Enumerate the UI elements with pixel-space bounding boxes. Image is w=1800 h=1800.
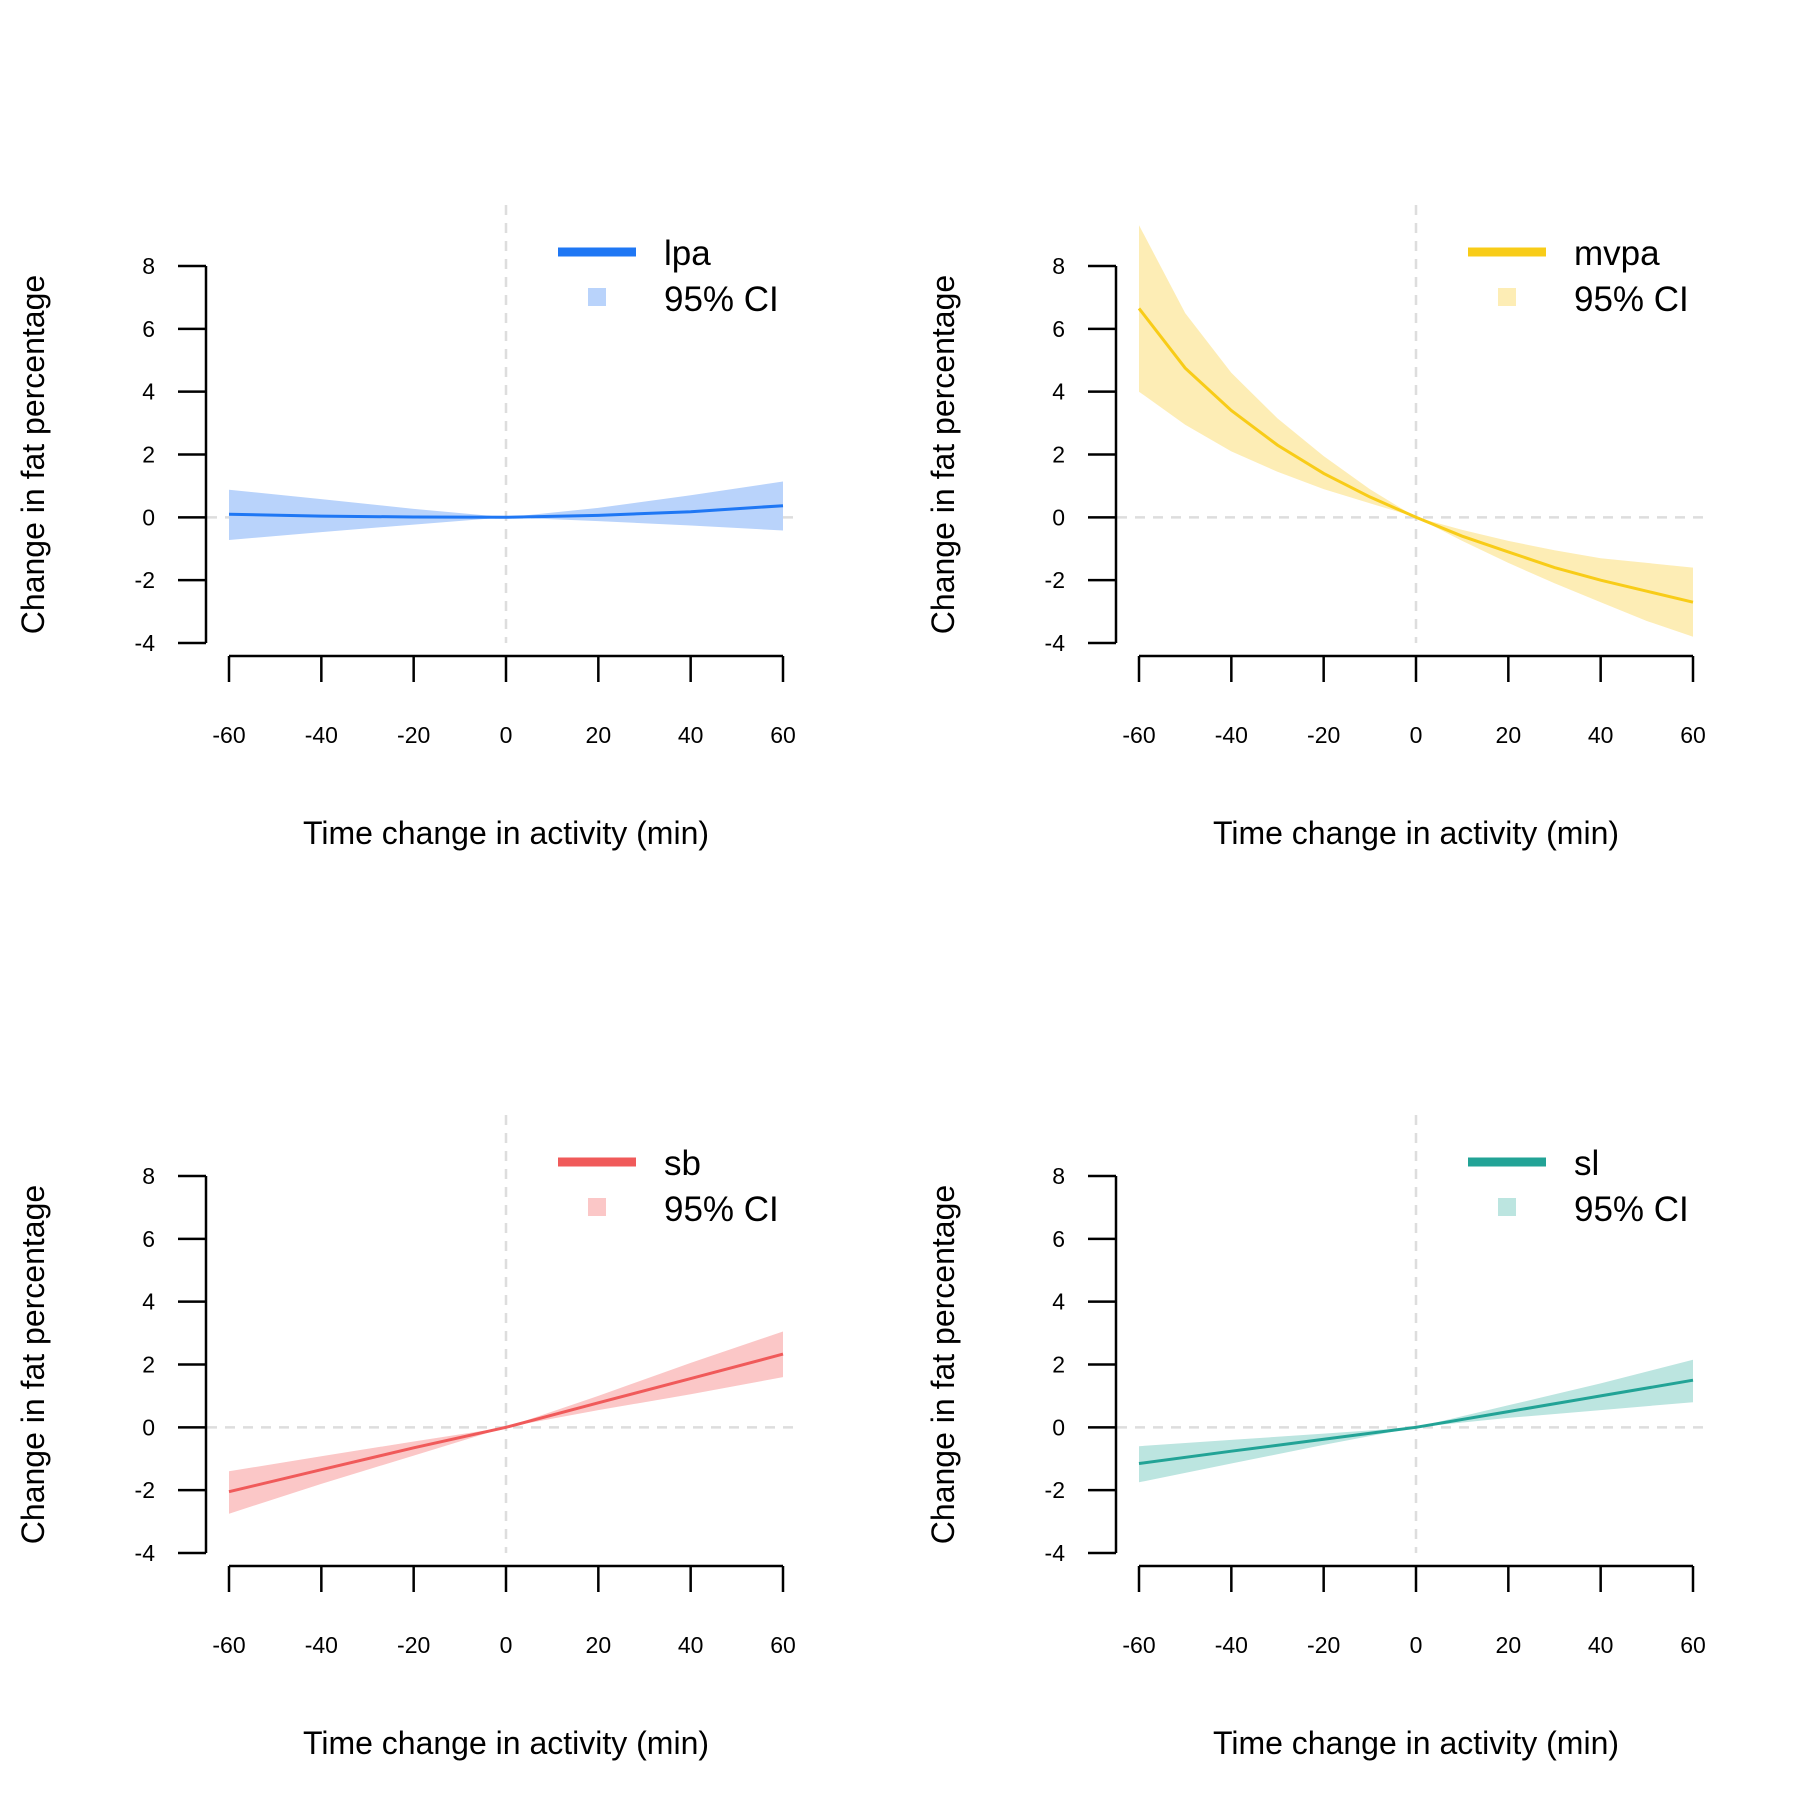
y-tick-label: -4 <box>1045 1540 1066 1566</box>
y-tick-label: 8 <box>1052 1163 1065 1189</box>
series-line <box>1137 307 1694 604</box>
y-tick-label: 6 <box>1052 316 1065 342</box>
x-tick-label: 0 <box>1410 722 1423 748</box>
x-axis-label: Time change in activity (min) <box>303 1725 709 1761</box>
y-tick-label: 0 <box>142 504 155 530</box>
x-tick-label: -20 <box>1307 1632 1340 1658</box>
x-tick-label: 60 <box>770 1632 796 1658</box>
legend-band-label: 95% CI <box>664 1190 779 1229</box>
y-tick-label: 8 <box>142 1163 155 1189</box>
x-tick-label: 40 <box>678 1632 704 1658</box>
series-line <box>228 504 784 519</box>
x-tick-label: -20 <box>1307 722 1340 748</box>
x-tick-label: -20 <box>397 722 430 748</box>
y-tick-label: 2 <box>1052 1352 1065 1378</box>
legend-band-swatch <box>1498 288 1516 306</box>
series-line <box>1138 1378 1694 1465</box>
x-tick-label: 0 <box>500 722 513 748</box>
x-tick-label: -40 <box>305 722 338 748</box>
ci-band <box>229 481 783 540</box>
x-tick-label: -60 <box>1122 722 1155 748</box>
y-tick-label: 4 <box>1052 379 1065 405</box>
legend-band-label: 95% CI <box>1574 1190 1689 1229</box>
legend-band-swatch <box>1498 1198 1516 1216</box>
x-tick-label: 20 <box>586 722 612 748</box>
y-tick-label: 2 <box>142 1352 155 1378</box>
x-tick-label: -20 <box>397 1632 430 1658</box>
ci-band <box>1139 225 1693 637</box>
x-tick-label: -40 <box>305 1632 338 1658</box>
legend-band-swatch <box>588 288 606 306</box>
y-tick-label: 8 <box>142 253 155 279</box>
y-tick-label: -4 <box>1045 630 1066 656</box>
x-tick-label: -60 <box>212 1632 245 1658</box>
y-tick-label: -2 <box>135 567 155 593</box>
series-line <box>228 1352 784 1494</box>
x-tick-label: -40 <box>1215 1632 1248 1658</box>
legend-band-label: 95% CI <box>664 280 779 319</box>
legend-band-swatch <box>588 1198 606 1216</box>
y-tick-label: 4 <box>142 379 155 405</box>
legend-series-label: lpa <box>664 234 711 273</box>
y-tick-label: 0 <box>142 1414 155 1440</box>
x-tick-label: 40 <box>678 722 704 748</box>
y-tick-label: 4 <box>142 1289 155 1315</box>
y-axis-label: Change in fat percentage <box>15 275 51 634</box>
y-tick-label: -2 <box>1045 567 1065 593</box>
x-axis-label: Time change in activity (min) <box>303 815 709 851</box>
x-tick-label: 40 <box>1588 722 1614 748</box>
x-tick-label: 40 <box>1588 1632 1614 1658</box>
x-tick-label: -60 <box>212 722 245 748</box>
y-tick-label: 8 <box>1052 253 1065 279</box>
x-tick-label: 20 <box>1496 722 1522 748</box>
y-axis-label: Change in fat percentage <box>925 1185 961 1544</box>
y-tick-label: 2 <box>1052 442 1065 468</box>
x-tick-label: 60 <box>1680 722 1706 748</box>
y-axis-label: Change in fat percentage <box>925 275 961 634</box>
legend-series-label: mvpa <box>1574 234 1660 273</box>
y-tick-label: 0 <box>1052 504 1065 530</box>
y-tick-label: 2 <box>142 442 155 468</box>
y-tick-label: -4 <box>135 1540 156 1566</box>
x-tick-label: 20 <box>586 1632 612 1658</box>
x-tick-label: -40 <box>1215 722 1248 748</box>
ci-band <box>1139 1359 1693 1483</box>
x-tick-label: 0 <box>500 1632 513 1658</box>
y-tick-label: 4 <box>1052 1289 1065 1315</box>
y-tick-label: -2 <box>1045 1477 1065 1503</box>
y-tick-label: 6 <box>142 1226 155 1252</box>
x-tick-label: 20 <box>1496 1632 1522 1658</box>
y-tick-label: -4 <box>135 630 156 656</box>
y-tick-label: 6 <box>1052 1226 1065 1252</box>
y-axis-label: Change in fat percentage <box>15 1185 51 1544</box>
legend-band-label: 95% CI <box>1574 280 1689 319</box>
x-tick-label: 60 <box>770 722 796 748</box>
legend-series-label: sl <box>1574 1144 1599 1183</box>
legend-series-label: sb <box>664 1144 701 1183</box>
x-axis-label: Time change in activity (min) <box>1213 815 1619 851</box>
ci-band <box>229 1331 783 1514</box>
x-tick-label: -60 <box>1122 1632 1155 1658</box>
x-tick-label: 0 <box>1410 1632 1423 1658</box>
x-tick-label: 60 <box>1680 1632 1706 1658</box>
y-tick-label: 6 <box>142 316 155 342</box>
y-tick-label: 0 <box>1052 1414 1065 1440</box>
y-tick-label: -2 <box>135 1477 155 1503</box>
x-axis-label: Time change in activity (min) <box>1213 1725 1619 1761</box>
